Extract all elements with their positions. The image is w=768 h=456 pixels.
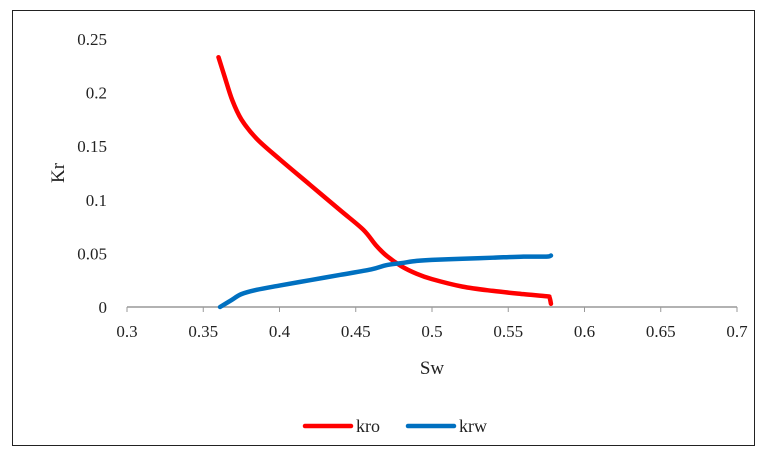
legend: kro krw bbox=[302, 416, 487, 436]
chart-frame bbox=[12, 10, 755, 446]
y-tick-label: 0.25 bbox=[77, 30, 107, 49]
x-tick-label: 0.5 bbox=[421, 322, 442, 341]
y-tick-label: 0.15 bbox=[77, 137, 107, 156]
y-tick-label: 0.2 bbox=[86, 84, 107, 103]
legend-label-krw: krw bbox=[459, 416, 487, 436]
series-line-kro bbox=[216, 54, 554, 307]
x-tick-label: 0.35 bbox=[188, 322, 218, 341]
x-tick-label: 0.45 bbox=[341, 322, 371, 341]
axes: 0.3 0.35 0.4 0.45 0.5 0.55 0.6 0.65 0.7 0 0.05 0.1 0… bbox=[77, 30, 748, 341]
y-axis-title: Kr bbox=[48, 162, 69, 183]
y-tick-label: 0 bbox=[99, 298, 108, 317]
y-tick-label: 0.05 bbox=[77, 244, 107, 263]
x-tick-label: 0.55 bbox=[493, 322, 523, 341]
x-tick-label: 0.65 bbox=[646, 322, 676, 341]
legend-label-kro: kro bbox=[356, 416, 380, 436]
y-tick-label: 0.1 bbox=[86, 191, 107, 210]
x-tick-label: 0.3 bbox=[116, 322, 137, 341]
x-tick-label: 0.4 bbox=[269, 322, 291, 341]
x-tick-label: 0.6 bbox=[574, 322, 595, 341]
series-line-krw bbox=[217, 253, 554, 310]
x-axis-title: Sw bbox=[420, 358, 445, 379]
series-layer bbox=[216, 54, 554, 310]
x-tick-label: 0.7 bbox=[726, 322, 748, 341]
